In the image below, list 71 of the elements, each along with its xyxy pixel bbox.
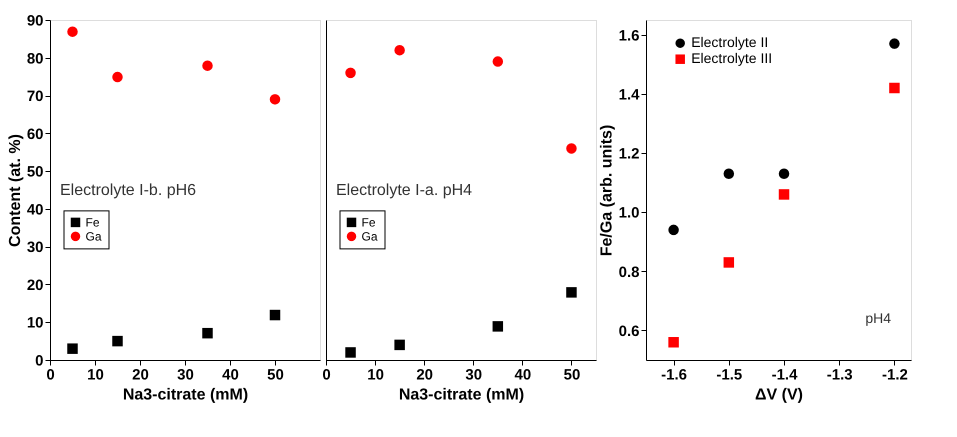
point <box>668 224 679 236</box>
point <box>724 168 734 179</box>
point <box>566 287 577 298</box>
y-tick-label: 30 <box>26 239 44 256</box>
y-tick-label: 0 <box>35 352 44 370</box>
y-tick-label: 40 <box>26 201 44 218</box>
point <box>394 44 405 56</box>
point <box>202 60 213 71</box>
y-tick-label: 90 <box>26 12 44 30</box>
legend-label: Ga <box>362 229 378 244</box>
y-tick-label: 1.0 <box>618 204 640 222</box>
x-axis-title: Na3-citrate (mM) <box>398 386 524 404</box>
y-tick-label: 10 <box>26 314 44 332</box>
legend-label: Fe <box>362 215 376 230</box>
x-tick-label: 0 <box>322 366 331 384</box>
x-tick-label: -1.6 <box>661 366 688 384</box>
y-tick-label: 20 <box>26 276 44 294</box>
point <box>492 56 504 67</box>
point <box>394 340 405 350</box>
x-tick-label: 20 <box>416 366 434 384</box>
x-tick-label: 40 <box>222 366 239 384</box>
legend-label: Ga <box>86 229 102 244</box>
x-tick-label: 50 <box>267 366 284 384</box>
x-tick-label: 30 <box>177 366 194 384</box>
x-axis-title: Na3-citrate (mM) <box>122 386 248 404</box>
y-tick-label: 1.2 <box>618 146 640 163</box>
annotation: Electrolyte I-b. pH6 <box>60 182 196 199</box>
point <box>270 310 280 320</box>
legend-label: Electrolyte III <box>691 50 772 66</box>
x-tick-label: -1.4 <box>772 366 798 384</box>
y-tick-label: 50 <box>26 164 44 181</box>
x-tick-label: 50 <box>564 366 580 384</box>
y-tick-label: 1.6 <box>618 27 640 44</box>
x-tick-label: 30 <box>465 366 482 384</box>
y-tick-label: 60 <box>26 126 44 143</box>
point <box>345 68 356 78</box>
x-tick-label: 0 <box>46 366 55 384</box>
point <box>112 72 123 82</box>
x-tick-label: 20 <box>132 366 149 384</box>
y-tick-label: 70 <box>26 88 44 106</box>
x-tick-label: -1.3 <box>826 366 853 384</box>
point <box>345 347 356 358</box>
point <box>112 336 123 346</box>
x-axis-title: ΔV (V) <box>755 386 803 404</box>
point <box>270 94 280 105</box>
x-tick-label: -1.5 <box>716 366 742 384</box>
annotation: Electrolyte I-a. pH4 <box>336 182 472 199</box>
y-tick-label: 1.4 <box>618 86 640 104</box>
x-tick-label: -1.2 <box>882 366 908 384</box>
point <box>724 257 734 268</box>
point <box>492 321 504 332</box>
point <box>67 26 78 37</box>
annotation: pH4 <box>865 310 892 326</box>
point <box>668 337 679 348</box>
point <box>889 38 900 49</box>
legend-label: Fe <box>86 215 100 230</box>
x-tick-label: 40 <box>514 366 532 384</box>
point <box>202 328 213 338</box>
point <box>67 343 78 354</box>
y-axis-title: Content (at. %) <box>6 134 24 247</box>
point <box>889 82 900 94</box>
x-tick-label: 10 <box>87 366 104 384</box>
legend-label: Electrolyte II <box>691 34 768 50</box>
point <box>778 189 790 200</box>
y-tick-label: 80 <box>26 50 44 68</box>
y-tick-label: 0.6 <box>618 322 640 340</box>
point <box>566 143 577 154</box>
y-axis-title: Fe/Ga (arb. units) <box>598 124 616 256</box>
x-tick-label: 10 <box>367 366 384 384</box>
y-tick-label: 0.8 <box>618 264 640 281</box>
point <box>778 168 790 179</box>
